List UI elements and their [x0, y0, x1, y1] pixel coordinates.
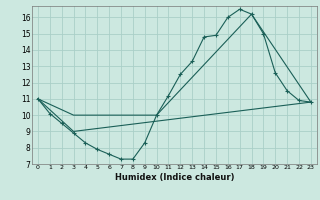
X-axis label: Humidex (Indice chaleur): Humidex (Indice chaleur)	[115, 173, 234, 182]
